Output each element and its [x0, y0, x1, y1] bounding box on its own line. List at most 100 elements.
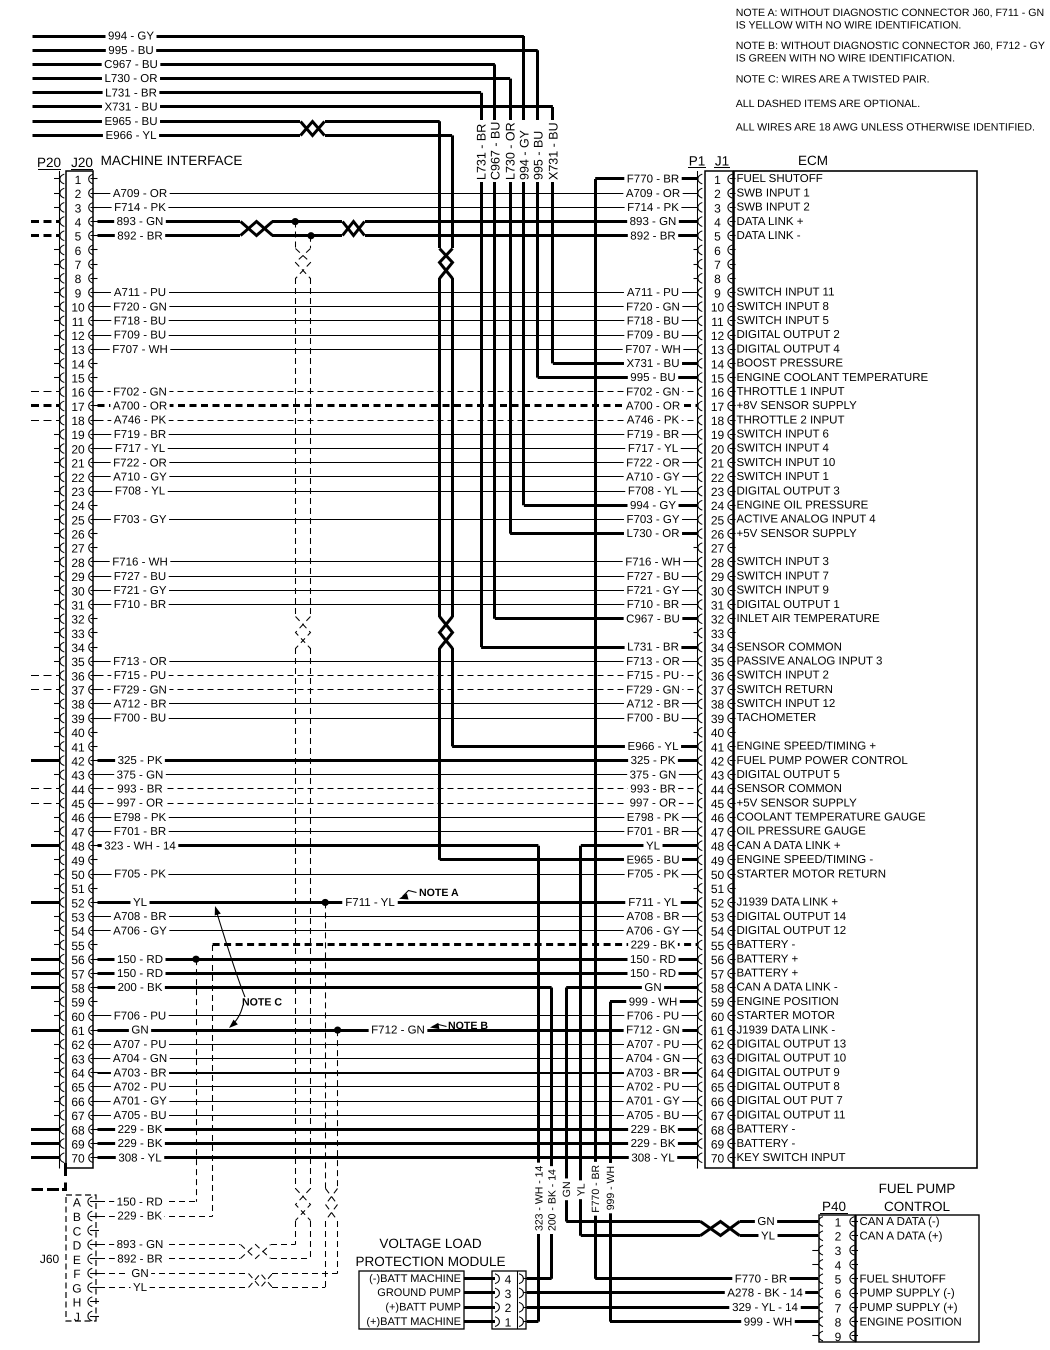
svg-text:21: 21 [71, 457, 85, 471]
svg-text:E798 - PK: E798 - PK [627, 812, 680, 824]
svg-text:A702 - PU: A702 - PU [113, 1081, 166, 1093]
svg-text:F722 - OR: F722 - OR [113, 457, 167, 469]
svg-text:ECM: ECM [798, 153, 828, 168]
svg-text:BATTERY +: BATTERY + [737, 953, 799, 965]
svg-text:A707 - PU: A707 - PU [113, 1039, 166, 1051]
svg-text:69: 69 [71, 1137, 85, 1151]
svg-text:E: E [73, 1253, 81, 1267]
svg-text:NOTE B: NOTE B [448, 1020, 488, 1032]
svg-text:67: 67 [71, 1109, 85, 1123]
svg-text:F770 - BR: F770 - BR [627, 174, 679, 186]
svg-text:25: 25 [71, 513, 85, 527]
svg-text:67: 67 [711, 1109, 725, 1123]
svg-text:A710 - GY: A710 - GY [113, 471, 167, 483]
svg-text:VOLTAGE LOAD: VOLTAGE LOAD [379, 1236, 482, 1251]
svg-text:GN: GN [757, 1216, 774, 1228]
svg-text:A703 - BR: A703 - BR [626, 1067, 679, 1079]
svg-text:995 - BU: 995 - BU [630, 372, 675, 384]
svg-text:5: 5 [75, 230, 82, 244]
svg-text:+5V SENSOR SUPPLY: +5V SENSOR SUPPLY [737, 528, 858, 540]
svg-text:F720 - GN: F720 - GN [626, 301, 680, 313]
svg-text:L731 - BR: L731 - BR [105, 87, 157, 99]
svg-text:X731 - BU: X731 - BU [547, 122, 561, 180]
svg-text:8: 8 [835, 1316, 842, 1330]
svg-text:F729 - GN: F729 - GN [626, 684, 680, 696]
svg-text:28: 28 [711, 556, 725, 570]
svg-text:375 - GN: 375 - GN [630, 769, 677, 781]
svg-text:GN: GN [131, 1025, 148, 1037]
svg-text:229 - BK: 229 - BK [631, 940, 676, 952]
svg-text:A701 - GY: A701 - GY [113, 1096, 167, 1108]
svg-text:F727 - BU: F727 - BU [627, 571, 679, 583]
svg-text:51: 51 [711, 882, 725, 896]
svg-text:993 - BR: 993 - BR [630, 784, 675, 796]
svg-text:F702 - GN: F702 - GN [113, 386, 167, 398]
svg-text:C967 - BU: C967 - BU [626, 613, 680, 625]
svg-text:A709 - OR: A709 - OR [113, 188, 167, 200]
svg-text:A706 - GY: A706 - GY [113, 925, 167, 937]
svg-text:SWITCH INPUT 3: SWITCH INPUT 3 [737, 556, 829, 568]
svg-text:4: 4 [835, 1258, 842, 1272]
svg-text:893 - GN: 893 - GN [630, 216, 677, 228]
svg-text:SWITCH INPUT 11: SWITCH INPUT 11 [737, 287, 835, 299]
svg-text:CONTROL: CONTROL [884, 1199, 950, 1214]
svg-text:27: 27 [71, 542, 85, 556]
svg-text:66: 66 [711, 1095, 725, 1109]
svg-text:(+)BATT PUMP: (+)BATT PUMP [385, 1302, 461, 1314]
svg-text:DIGITAL OUTPUT 8: DIGITAL OUTPUT 8 [737, 1081, 840, 1093]
svg-text:F700 - BU: F700 - BU [627, 713, 679, 725]
svg-text:25: 25 [711, 513, 725, 527]
svg-text:F715 - PU: F715 - PU [114, 670, 166, 682]
svg-text:49: 49 [71, 854, 85, 868]
svg-text:2: 2 [714, 187, 721, 201]
svg-text:64: 64 [711, 1067, 725, 1081]
svg-text:F719 - BR: F719 - BR [627, 429, 679, 441]
svg-text:CAN A DATA (-): CAN A DATA (-) [860, 1216, 940, 1228]
svg-text:F708 - YL: F708 - YL [115, 486, 166, 498]
svg-text:18: 18 [71, 414, 85, 428]
svg-text:26: 26 [711, 528, 725, 542]
svg-text:F701 - BR: F701 - BR [627, 826, 679, 838]
svg-text:4: 4 [505, 1273, 512, 1287]
svg-text:229 - BK: 229 - BK [631, 1124, 676, 1136]
svg-text:GN: GN [131, 1268, 148, 1280]
svg-text:2: 2 [835, 1230, 842, 1244]
svg-text:MACHINE INTERFACE: MACHINE INTERFACE [101, 153, 243, 168]
svg-text:SWITCH INPUT 7: SWITCH INPUT 7 [737, 570, 829, 582]
svg-text:F712 - GN: F712 - GN [626, 1025, 680, 1037]
svg-text:9: 9 [835, 1330, 842, 1344]
svg-text:16: 16 [71, 386, 85, 400]
svg-text:65: 65 [71, 1081, 85, 1095]
svg-text:A700 - OR: A700 - OR [113, 401, 167, 413]
svg-text:2: 2 [505, 1301, 512, 1315]
svg-text:F715 - PU: F715 - PU [627, 670, 679, 682]
svg-text:E966 - YL: E966 - YL [106, 130, 158, 142]
svg-text:A278 - BK - 14: A278 - BK - 14 [727, 1288, 803, 1300]
svg-text:49: 49 [711, 854, 725, 868]
svg-text:58: 58 [711, 981, 725, 995]
svg-text:P40: P40 [822, 1199, 846, 1214]
svg-text:BATTERY -: BATTERY - [737, 1138, 796, 1150]
svg-text:8: 8 [75, 272, 82, 286]
svg-text:31: 31 [71, 598, 85, 612]
svg-text:33: 33 [711, 627, 725, 641]
svg-text:1: 1 [714, 173, 721, 187]
svg-text:200 - BK: 200 - BK [118, 982, 163, 994]
svg-text:COOLANT TEMPERATURE GAUGE: COOLANT TEMPERATURE GAUGE [737, 812, 926, 824]
svg-text:53: 53 [711, 911, 725, 925]
svg-text:200 - BK - 14: 200 - BK - 14 [547, 1169, 559, 1231]
svg-text:17: 17 [71, 400, 85, 414]
svg-text:F710 - BR: F710 - BR [114, 599, 166, 611]
svg-text:62: 62 [71, 1038, 85, 1052]
svg-text:995 - BU: 995 - BU [108, 45, 153, 57]
svg-text:42: 42 [71, 754, 85, 768]
svg-text:892 - BR: 892 - BR [117, 230, 162, 242]
svg-text:DIGITAL OUTPUT 14: DIGITAL OUTPUT 14 [737, 911, 847, 923]
svg-text:F711 - YL: F711 - YL [345, 897, 395, 909]
svg-text:F706 - PU: F706 - PU [114, 1011, 166, 1023]
svg-text:A701 - GY: A701 - GY [626, 1096, 680, 1108]
svg-text:PUMP SUPPLY (-): PUMP SUPPLY (-) [860, 1288, 955, 1300]
svg-text:CAN A DATA LINK +: CAN A DATA LINK + [737, 840, 841, 852]
svg-text:893 - GN: 893 - GN [117, 216, 164, 228]
svg-text:THROTTLE 1 INPUT: THROTTLE 1 INPUT [737, 386, 845, 398]
